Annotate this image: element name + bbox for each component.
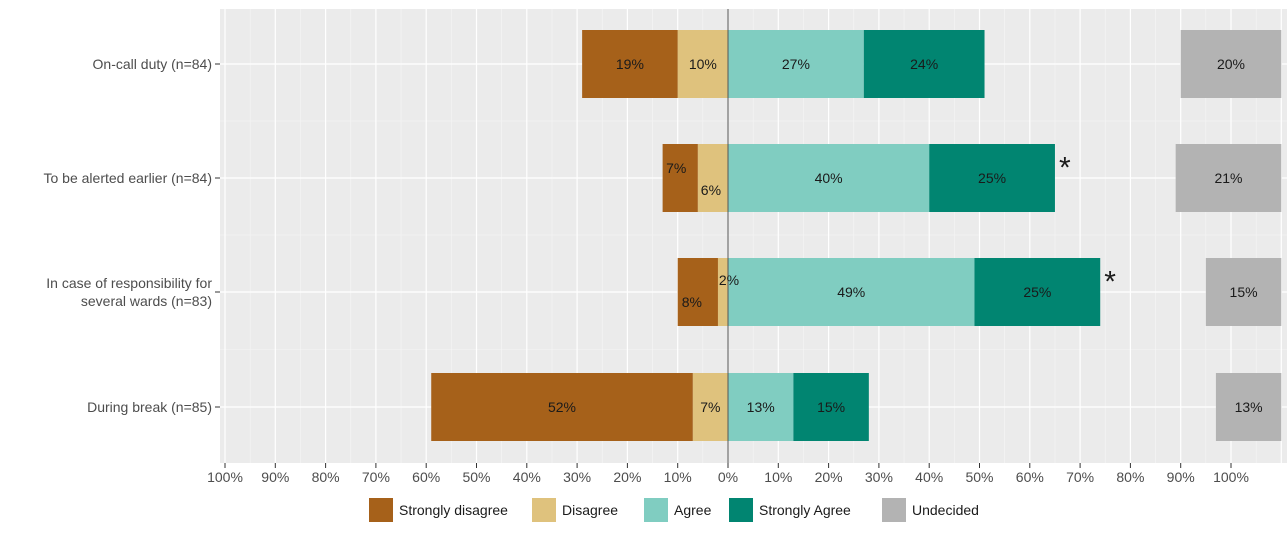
x-tick-label: 40% <box>915 469 943 485</box>
y-category-label: To be alerted earlier (n=84) <box>44 170 213 186</box>
bar-disagree <box>677 30 728 98</box>
bar-label-strongly-disagree: 8% <box>682 294 702 310</box>
bar-label-disagree: 10% <box>689 56 717 72</box>
bar-label-undecided: 20% <box>1217 56 1245 72</box>
y-category-label: In case of responsibility for <box>46 275 212 291</box>
x-tick-label: 80% <box>312 469 340 485</box>
bar-disagree <box>692 373 728 441</box>
x-tick-label: 50% <box>462 469 490 485</box>
x-tick-label: 50% <box>965 469 993 485</box>
x-tick-label: 100% <box>207 469 243 485</box>
significance-star: * <box>1059 152 1071 185</box>
x-tick-label: 100% <box>1213 469 1249 485</box>
bar-label-strongly-agree: 25% <box>978 170 1006 186</box>
legend-label: Agree <box>674 502 712 518</box>
x-tick-label: 70% <box>1066 469 1094 485</box>
bar-agree <box>728 373 794 441</box>
x-tick-label: 90% <box>1167 469 1195 485</box>
bar-undecided <box>1180 30 1282 98</box>
y-category-label: During break (n=85) <box>87 399 212 415</box>
bars-layer <box>431 30 1282 441</box>
bar-strongly-agree <box>863 30 985 98</box>
x-tick-label: 90% <box>261 469 289 485</box>
legend-swatch <box>532 498 556 522</box>
legend-swatch <box>882 498 906 522</box>
x-axis: 100% 90% 80% 70% 60% 50% 40% 30% 20% 10% 0% 10% 20% 3… <box>207 463 1249 485</box>
x-tick-label: 30% <box>865 469 893 485</box>
bar-disagree <box>717 258 728 326</box>
bar-value-labels: 19% 10% 27% 24% 20% 7% 6% 40% 25% 21% 8% 2% 49% 25% 15… <box>548 56 1263 415</box>
bar-label-disagree: 6% <box>701 182 721 198</box>
x-tick-label: 20% <box>613 469 641 485</box>
bar-label-agree: 40% <box>815 170 843 186</box>
significance-marks: ** <box>1059 152 1116 299</box>
x-tick-label: 40% <box>513 469 541 485</box>
legend: Strongly disagree Disagree Agree Strongly A… <box>369 498 979 522</box>
bar-strongly-disagree <box>582 30 678 98</box>
bar-agree <box>728 144 930 212</box>
x-tick-label: 60% <box>1016 469 1044 485</box>
bar-undecided <box>1205 258 1282 326</box>
legend-swatch <box>729 498 753 522</box>
bar-label-undecided: 13% <box>1235 399 1263 415</box>
bar-label-strongly-agree: 24% <box>910 56 938 72</box>
bar-label-undecided: 21% <box>1214 170 1242 186</box>
x-tick-label: 20% <box>815 469 843 485</box>
significance-star: * <box>1104 266 1116 299</box>
bar-strongly-disagree <box>662 144 698 212</box>
legend-label: Undecided <box>912 502 979 518</box>
bar-undecided <box>1215 373 1282 441</box>
bar-undecided <box>1175 144 1282 212</box>
y-category-label: On-call duty (n=84) <box>93 56 212 72</box>
y-category-label: several wards (n=83) <box>81 293 212 309</box>
bar-strongly-disagree <box>677 258 718 326</box>
x-tick-label: 70% <box>362 469 390 485</box>
y-axis: On-call duty (n=84) To be alerted earlier… <box>44 56 220 415</box>
x-tick-label: 10% <box>764 469 792 485</box>
bar-label-strongly-agree: 25% <box>1023 284 1051 300</box>
legend-swatch <box>644 498 668 522</box>
bar-label-agree: 27% <box>782 56 810 72</box>
legend-label: Strongly disagree <box>399 502 508 518</box>
x-tick-label: 80% <box>1116 469 1144 485</box>
bar-strongly-disagree <box>431 373 693 441</box>
bar-agree <box>728 258 975 326</box>
legend-label: Strongly Agree <box>759 502 851 518</box>
bar-strongly-agree <box>929 144 1055 212</box>
bar-label-undecided: 15% <box>1230 284 1258 300</box>
bar-agree <box>728 30 864 98</box>
legend-swatch <box>369 498 393 522</box>
bar-label-strongly-disagree: 52% <box>548 399 576 415</box>
bar-label-disagree: 2% <box>719 272 739 288</box>
bar-label-strongly-agree: 15% <box>817 399 845 415</box>
bar-label-agree: 13% <box>747 399 775 415</box>
x-tick-label: 10% <box>664 469 692 485</box>
x-tick-label: 0% <box>718 469 738 485</box>
x-tick-label: 30% <box>563 469 591 485</box>
bar-label-strongly-disagree: 19% <box>616 56 644 72</box>
bar-label-disagree: 7% <box>700 399 720 415</box>
bar-strongly-agree <box>793 373 869 441</box>
bar-disagree <box>697 144 728 212</box>
bar-label-strongly-disagree: 7% <box>666 160 686 176</box>
legend-label: Disagree <box>562 502 618 518</box>
x-tick-label: 60% <box>412 469 440 485</box>
bar-label-agree: 49% <box>837 284 865 300</box>
bar-strongly-agree <box>974 258 1101 326</box>
